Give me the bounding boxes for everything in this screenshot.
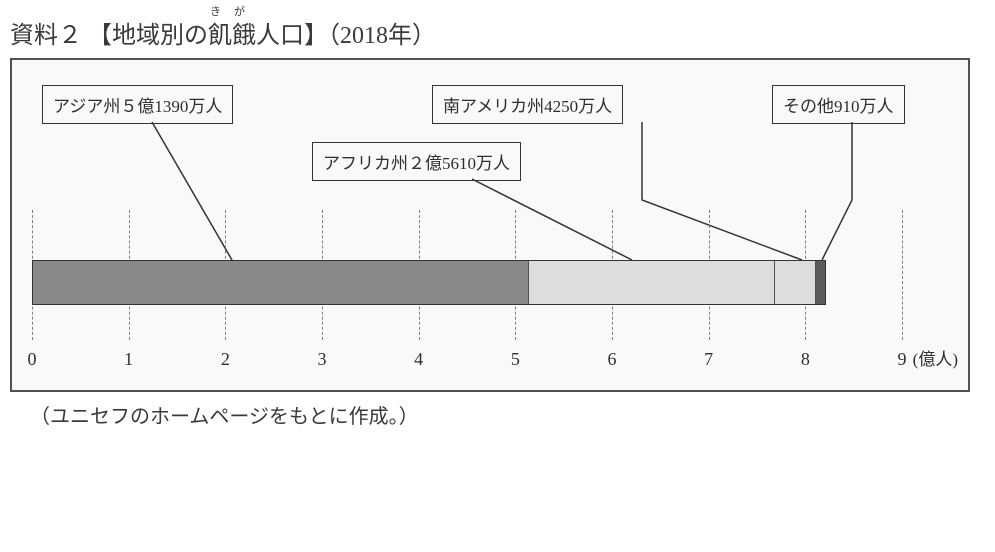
gridline xyxy=(902,210,903,340)
tick-label: 8 xyxy=(801,349,810,370)
tick-label: 4 xyxy=(414,349,423,370)
tick-label: 0 xyxy=(28,349,37,370)
title-prefix: 資料２ 【地域別の xyxy=(10,23,208,49)
label-asia: アジア州５億1390万人 xyxy=(42,85,233,124)
label-callouts: アジア州５億1390万人 南アメリカ州4250万人 その他910万人 アフリカ州… xyxy=(32,80,938,210)
source-note: （ユニセフのホームページをもとに作成。） xyxy=(30,400,985,429)
title-ruby: きが飢餓 xyxy=(208,15,256,50)
tick-label: 9 xyxy=(898,349,907,370)
segment-asia xyxy=(33,261,529,304)
tick-label: 1 xyxy=(124,349,133,370)
stacked-bar xyxy=(32,260,826,305)
tick-label: 7 xyxy=(704,349,713,370)
tick-label: 2 xyxy=(221,349,230,370)
plot-area: 0123456789 (億人) xyxy=(32,210,938,370)
segment-africa xyxy=(529,261,776,304)
label-south-america: 南アメリカ州4250万人 xyxy=(432,85,623,124)
segment-other xyxy=(816,261,825,304)
label-other: その他910万人 xyxy=(772,85,905,124)
tick-label: 5 xyxy=(511,349,520,370)
chart-frame: アジア州５億1390万人 南アメリカ州4250万人 その他910万人 アフリカ州… xyxy=(10,58,970,392)
title-suffix: 人口】（2018年） xyxy=(256,23,436,49)
tick-label: 3 xyxy=(318,349,327,370)
chart-title: 資料２ 【地域別のきが飢餓人口】（2018年） xyxy=(10,15,985,50)
label-africa: アフリカ州２億5610万人 xyxy=(312,142,521,181)
axis-unit: (億人) xyxy=(913,345,958,370)
segment-south-america xyxy=(775,261,816,304)
tick-label: 6 xyxy=(608,349,617,370)
